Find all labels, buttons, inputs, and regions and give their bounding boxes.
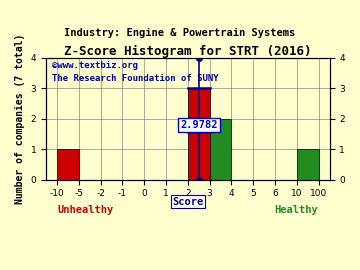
Bar: [210, 119, 231, 180]
Text: Industry: Engine & Powertrain Systems: Industry: Engine & Powertrain Systems: [64, 28, 296, 38]
Text: Score: Score: [172, 197, 203, 207]
Text: ©www.textbiz.org: ©www.textbiz.org: [52, 62, 138, 70]
Text: Healthy: Healthy: [274, 205, 318, 215]
Bar: [297, 149, 319, 180]
Y-axis label: Number of companies (7 total): Number of companies (7 total): [15, 33, 25, 204]
Title: Z-Score Histogram for STRT (2016): Z-Score Histogram for STRT (2016): [64, 45, 311, 58]
Text: 2.9782: 2.9782: [180, 120, 217, 130]
Text: Unhealthy: Unhealthy: [57, 205, 114, 215]
Bar: [57, 149, 79, 180]
Bar: [188, 88, 210, 180]
Text: The Research Foundation of SUNY: The Research Foundation of SUNY: [52, 74, 219, 83]
